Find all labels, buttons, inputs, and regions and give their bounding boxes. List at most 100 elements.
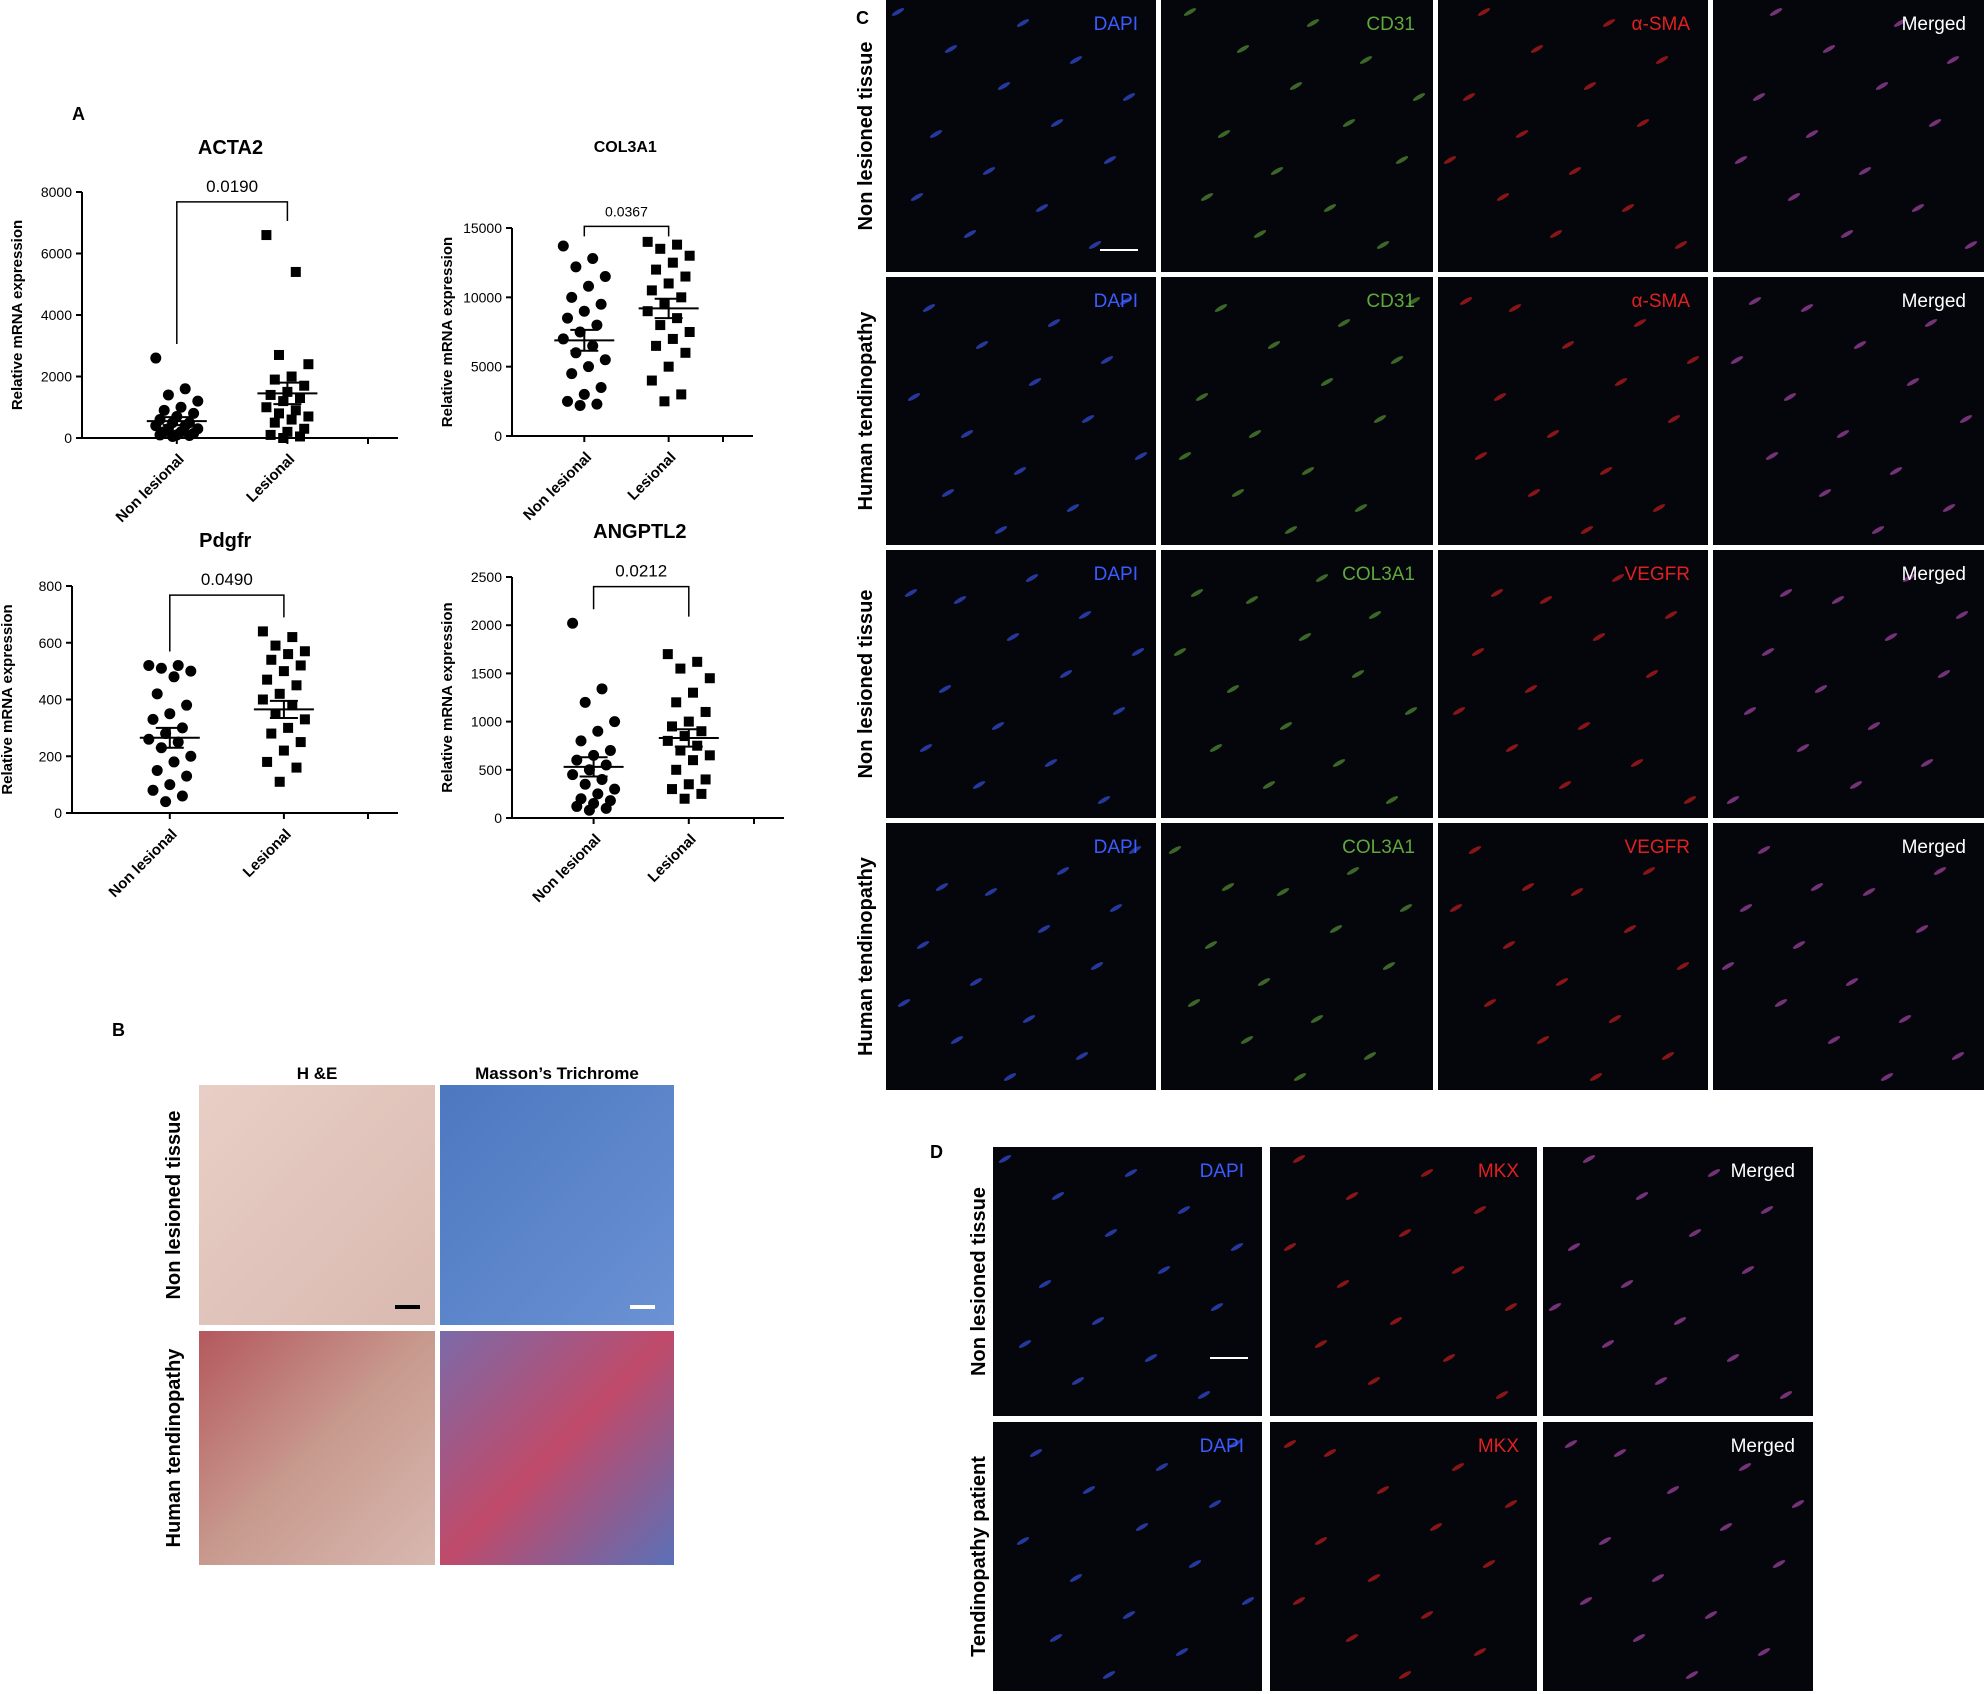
cell-signal — [1598, 1537, 1612, 1545]
data-point — [147, 784, 159, 796]
data-point — [291, 680, 302, 691]
chart-title: ANGPTL2 — [593, 521, 686, 543]
data-point — [571, 800, 583, 812]
cell-signal — [1006, 633, 1020, 641]
data-point — [160, 728, 172, 740]
cell-signal — [1734, 156, 1748, 164]
data-point — [704, 673, 715, 684]
data-point — [286, 414, 297, 425]
data-point — [270, 640, 281, 651]
data-point — [642, 306, 653, 317]
p-value: 0.0367 — [605, 203, 648, 219]
cell-signal — [1214, 304, 1228, 312]
data-point — [667, 721, 677, 732]
micrograph — [1270, 1147, 1537, 1416]
axis-line — [511, 577, 784, 819]
data-point — [646, 375, 657, 386]
cell-signal — [994, 526, 1008, 534]
cell-signal — [1611, 574, 1625, 582]
data-point — [269, 417, 280, 428]
cell-signal — [1109, 904, 1123, 912]
data-point — [287, 700, 298, 711]
cell-signal — [1173, 648, 1187, 656]
channel-label: MKX — [1478, 1161, 1520, 1182]
cell-signal — [1373, 415, 1387, 423]
row-label: Human tendinopathy — [855, 311, 877, 511]
cell-signal — [1577, 722, 1591, 730]
panel-label: D — [930, 1142, 943, 1162]
data-point — [667, 333, 678, 344]
cell-signal — [1329, 925, 1343, 933]
data-point — [160, 796, 172, 808]
micrograph — [1161, 277, 1433, 545]
row-label: Non lesioned tissue — [163, 1111, 185, 1300]
cell-signal — [1395, 156, 1409, 164]
data-point — [663, 278, 674, 289]
cell-signal — [1081, 415, 1095, 423]
cell-signal — [922, 304, 936, 312]
cell-signal — [1429, 1523, 1443, 1531]
x-tick-label: Lesional — [243, 451, 298, 506]
cell-signal — [1524, 685, 1538, 693]
p-value: 0.0212 — [615, 562, 667, 581]
cell-signal — [1583, 82, 1597, 90]
cell-signal — [1521, 883, 1535, 891]
cell-signal — [1175, 1648, 1189, 1656]
cell-signal — [1091, 1317, 1105, 1325]
p-value: 0.0490 — [201, 570, 253, 589]
data-point — [283, 649, 294, 660]
x-tick-label: Non lesional — [529, 831, 604, 906]
cell-signal — [1613, 1449, 1627, 1457]
data-point — [299, 646, 310, 657]
y-tick-label: 5000 — [471, 359, 502, 375]
data-point — [278, 666, 289, 677]
cell-signal — [997, 82, 1011, 90]
cell-signal — [1474, 452, 1488, 460]
x-tick-label: Non lesional — [106, 826, 181, 901]
cell-signal — [963, 230, 977, 238]
row-label: Non lesioned tissue — [855, 42, 877, 231]
cell-signal — [1404, 707, 1418, 715]
cell-signal — [1253, 230, 1267, 238]
cell-signal — [1632, 1634, 1646, 1642]
data-point — [274, 776, 285, 787]
micrograph — [1543, 1147, 1813, 1416]
data-point — [696, 726, 707, 737]
cell-signal — [1217, 130, 1231, 138]
cell-signal — [1420, 1169, 1434, 1177]
cell-signal — [1178, 452, 1192, 460]
cell-signal — [1104, 1229, 1118, 1237]
cell-signal — [1003, 1073, 1017, 1081]
y-tick-label: 8000 — [41, 184, 72, 200]
micrograph — [1161, 823, 1433, 1090]
channel-label: Merged — [1902, 564, 1966, 585]
micrograph — [1543, 1422, 1813, 1691]
cell-signal — [1059, 670, 1073, 678]
cell-signal — [1769, 8, 1783, 16]
cell-signal — [1050, 119, 1064, 127]
data-point — [692, 656, 703, 667]
data-point — [176, 790, 188, 802]
data-point — [562, 395, 573, 407]
cell-signal — [919, 744, 933, 752]
channel-label: Merged — [1902, 14, 1966, 35]
data-point — [700, 774, 711, 785]
data-point — [295, 660, 306, 671]
channel-label: COL3A1 — [1342, 564, 1415, 585]
cell-signal — [1546, 430, 1560, 438]
cell-signal — [1592, 633, 1606, 641]
cell-signal — [1112, 707, 1126, 715]
data-point — [185, 750, 197, 762]
data-point — [150, 420, 162, 432]
cell-signal — [1197, 1391, 1211, 1399]
data-point — [143, 659, 155, 671]
cell-signal — [1654, 1377, 1668, 1385]
cell-signal — [1924, 319, 1938, 327]
cell-signal — [1840, 230, 1854, 238]
data-point — [671, 697, 682, 708]
data-point — [265, 429, 276, 440]
cell-signal — [1345, 1192, 1359, 1200]
data-point — [158, 404, 170, 416]
cell-signal — [1354, 504, 1368, 512]
cell-signal — [1293, 1073, 1307, 1081]
